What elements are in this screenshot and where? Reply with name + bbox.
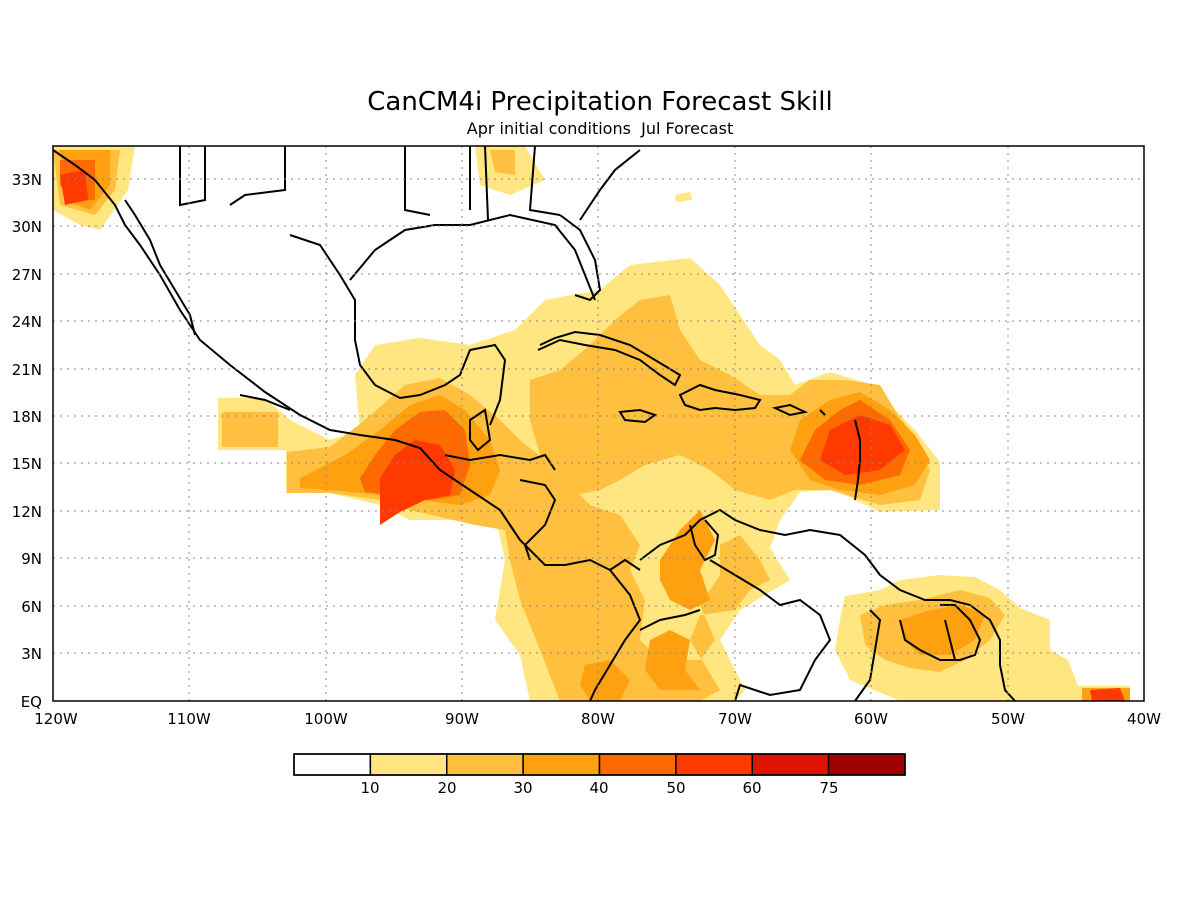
- colorbar-tick-label: 30: [513, 779, 532, 797]
- coastlines: [53, 146, 1016, 701]
- lon-label: 120W: [34, 710, 78, 728]
- lat-label: 3N: [21, 645, 42, 663]
- lon-label: 100W: [304, 710, 348, 728]
- colorbar-tick-label: 20: [437, 779, 456, 797]
- lat-label: 27N: [12, 266, 42, 284]
- lat-label: 6N: [21, 598, 42, 616]
- map-subtitle: Apr initial conditions Jul Forecast: [467, 119, 733, 138]
- colorbar-swatch: [598, 753, 677, 776]
- colorbar-frame: [293, 753, 906, 776]
- colorbar-swatch: [522, 753, 601, 776]
- colorbar-swatch: [751, 753, 830, 776]
- colorbar-tick-label: 10: [360, 779, 379, 797]
- colorbar-tick-label: 40: [589, 779, 608, 797]
- colorbar-swatch: [446, 753, 524, 776]
- colorbar-tick-label: 75: [819, 779, 838, 797]
- lat-label: 33N: [12, 171, 42, 189]
- lon-label: 50W: [991, 710, 1025, 728]
- lat-label: 9N: [21, 550, 42, 568]
- colorbar-swatches: [293, 753, 906, 776]
- map-title: CanCM4i Precipitation Forecast Skill: [367, 87, 832, 117]
- lon-label: 80W: [581, 710, 615, 728]
- lat-label: EQ: [21, 693, 42, 711]
- lat-label: 30N: [12, 218, 42, 236]
- colorbar-tick-label: 50: [666, 779, 685, 797]
- colorbar-swatch: [675, 753, 754, 776]
- lat-label: 24N: [12, 313, 42, 331]
- lon-label: 70W: [718, 710, 752, 728]
- gridlines: [53, 146, 1144, 701]
- skill-50-60-areas: [60, 170, 1125, 701]
- colorbar: 10 20 30 40 50 60 75: [293, 753, 906, 797]
- lat-label: 12N: [12, 503, 42, 521]
- lat-label: 15N: [12, 455, 42, 473]
- latitude-labels: 33N 30N 27N 24N 21N 18N 15N 12N 9N 6N 3N…: [12, 171, 42, 711]
- lon-label: 60W: [854, 710, 888, 728]
- lat-label: 18N: [12, 408, 42, 426]
- longitude-labels: 120W 110W 100W 90W 80W 70W 60W 50W 40W: [34, 710, 1161, 728]
- colorbar-tick-label: 60: [742, 779, 761, 797]
- colorbar-tick-labels: 10 20 30 40 50 60 75: [360, 779, 838, 797]
- lat-label: 21N: [12, 361, 42, 379]
- lon-label: 40W: [1127, 710, 1161, 728]
- colorbar-swatch: [827, 753, 906, 776]
- colorbar-swatch: [369, 753, 448, 776]
- lon-label: 110W: [167, 710, 211, 728]
- map-frame: [52, 145, 1145, 702]
- lon-label: 90W: [445, 710, 479, 728]
- colorbar-swatch: [293, 753, 372, 776]
